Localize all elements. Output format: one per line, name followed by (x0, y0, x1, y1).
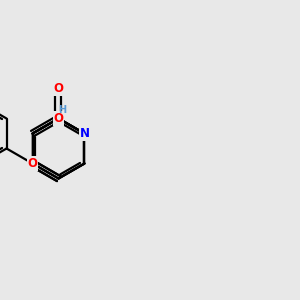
Text: O: O (53, 82, 64, 95)
Text: N: N (53, 112, 64, 125)
Text: O: O (28, 157, 38, 170)
Text: H: H (58, 105, 66, 115)
Text: O: O (53, 112, 64, 125)
Text: N: N (80, 127, 89, 140)
Text: N: N (28, 157, 38, 170)
